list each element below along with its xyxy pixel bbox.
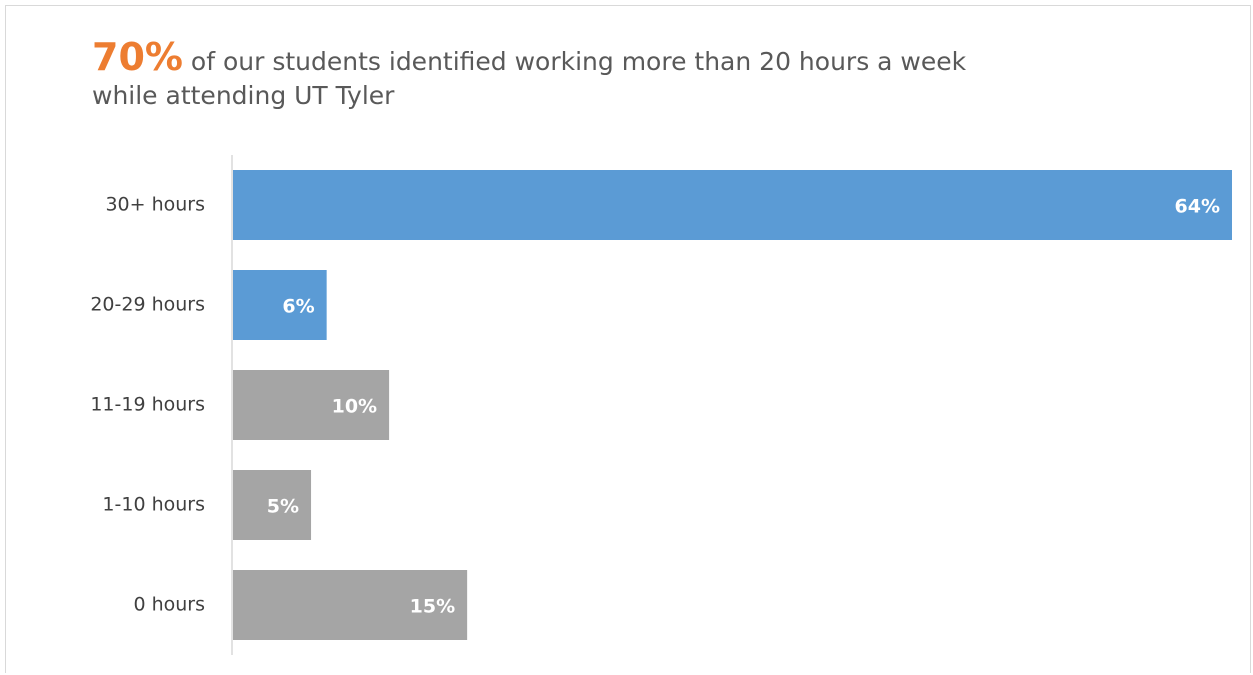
title-text: of our students identified working more … (92, 47, 967, 110)
category-label: 20-29 hours (90, 294, 205, 316)
bar (233, 170, 1232, 240)
value-label: 15% (410, 596, 455, 618)
frame (5, 5, 1251, 673)
bar (233, 470, 312, 540)
value-label: 64% (1175, 196, 1220, 218)
category-label: 11-19 hours (90, 394, 205, 416)
value-label: 10% (332, 396, 377, 418)
chart-title: 70% of our students identified working m… (92, 38, 1012, 113)
value-label: 6% (282, 296, 314, 318)
bar (233, 570, 468, 640)
category-label: 0 hours (133, 594, 205, 616)
title-highlight: 70% (92, 35, 183, 79)
category-label: 30+ hours (105, 194, 205, 216)
value-label: 5% (267, 496, 299, 518)
category-label: 1-10 hours (102, 494, 205, 516)
bar (233, 270, 327, 340)
bar (233, 370, 390, 440)
